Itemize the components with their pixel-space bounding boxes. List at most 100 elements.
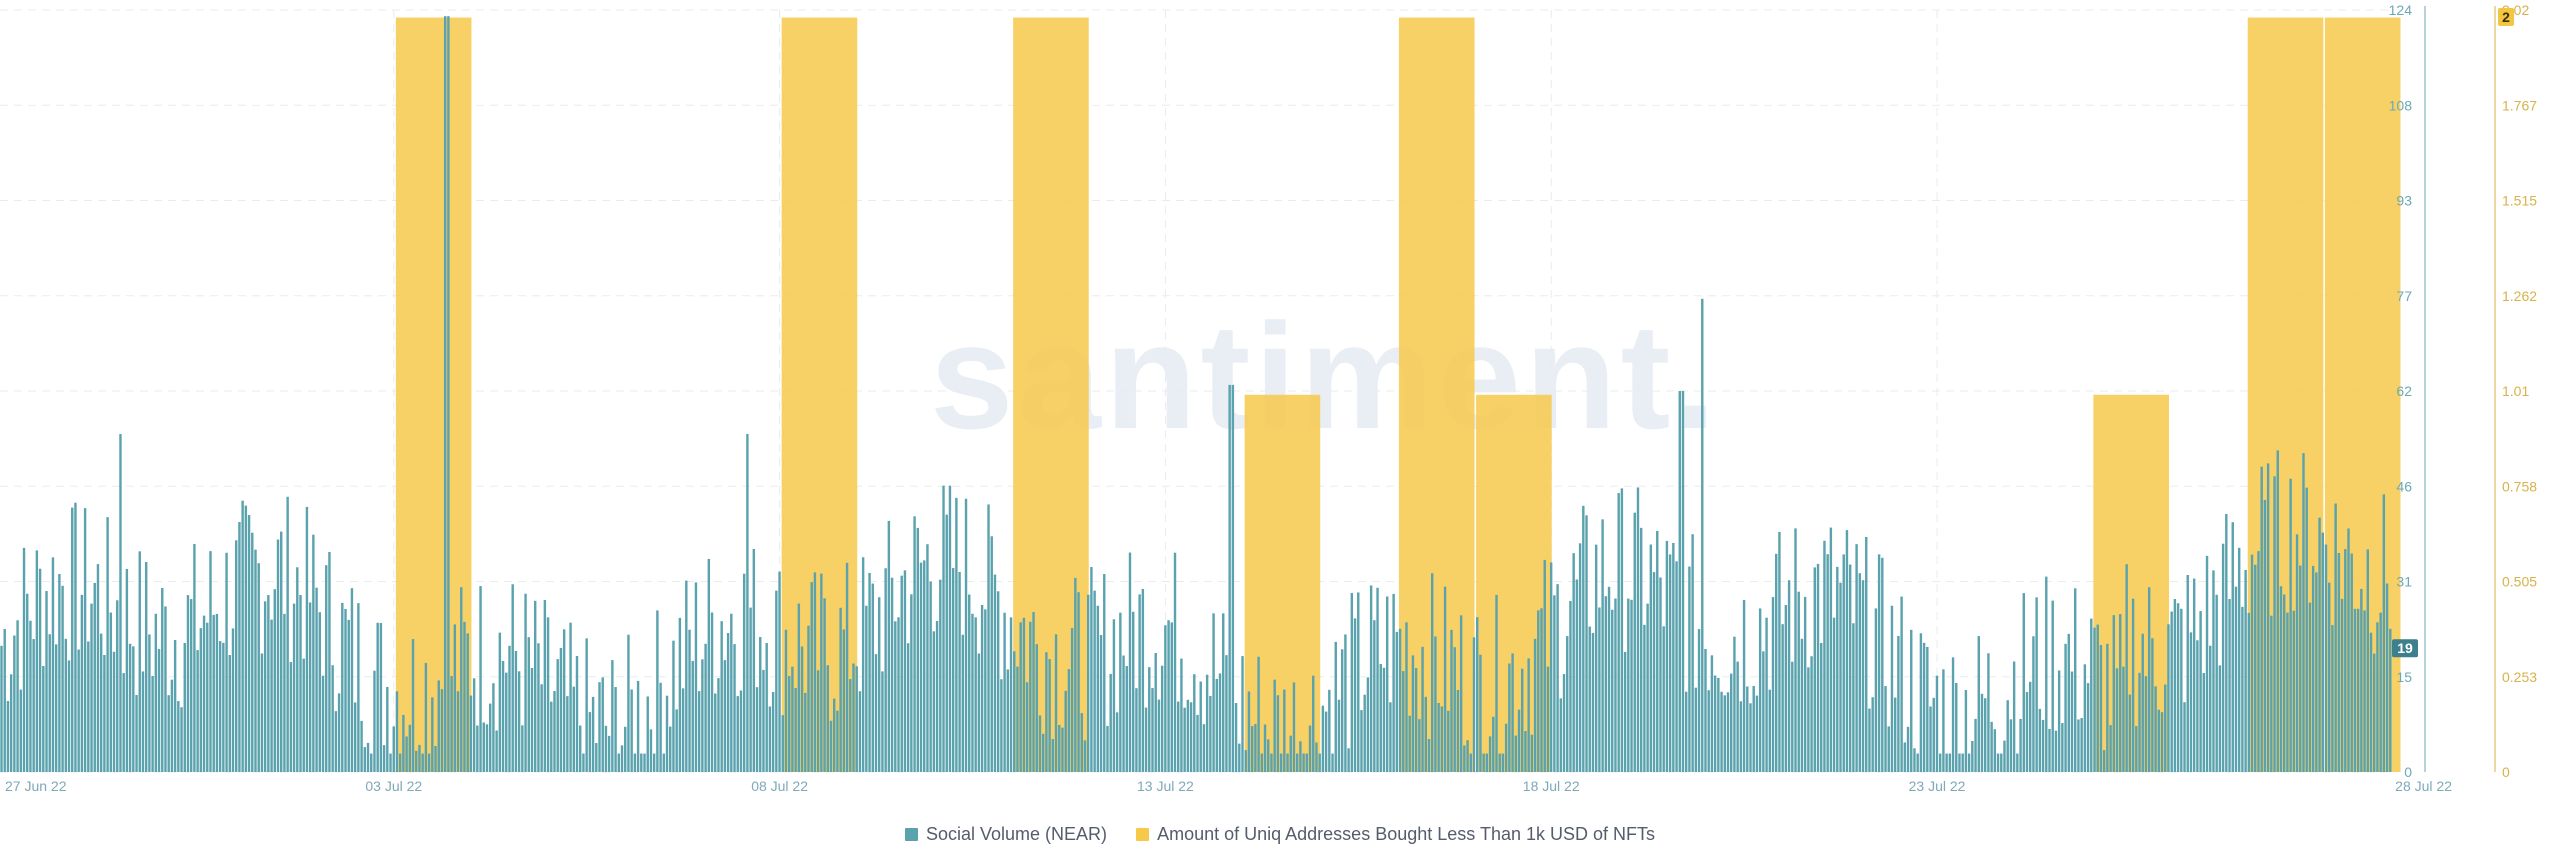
social-bar [173,640,177,772]
social-bar [2048,728,2051,772]
social-bar [1964,690,1968,772]
social-bar [443,16,447,773]
social-bar [2170,611,2173,772]
social-bar [1376,587,1379,772]
social-bar [247,515,251,772]
social-bar [2279,586,2283,772]
x-tick-label: 03 Jul 22 [365,778,422,794]
social-bar [42,665,45,772]
social-bar [1704,648,1707,772]
social-bar [659,682,662,772]
social-bar [585,638,588,772]
social-bar [1678,391,1681,772]
social-bar [1543,559,1546,772]
social-bar [2369,632,2373,772]
social-bar [861,557,865,772]
social-bar [598,682,601,772]
social-bar [1765,617,1768,772]
social-bar [2125,564,2128,772]
social-bar [906,643,910,772]
social-bar [1868,708,1871,772]
social-bar [1710,655,1714,772]
social-bar [1967,753,1971,772]
x-tick-label: 27 Jun 22 [5,778,67,794]
social-bar [2202,673,2206,772]
social-bar [550,701,553,772]
social-bar [768,706,772,772]
social-bar [96,564,100,772]
social-bar [1553,595,1556,772]
tick-label-right: 0.505 [2502,574,2537,590]
social-bar [144,561,148,772]
tick-label-left: 15 [2396,669,2412,685]
social-bar [1283,689,1286,772]
social-bar [1009,617,1013,772]
social-bar [1665,540,1669,772]
social-bar [1649,544,1653,772]
social-bar [2054,730,2058,772]
social-bar [1321,705,1325,772]
social-bar [2282,594,2286,772]
social-bar [604,725,608,772]
social-bar [2115,668,2119,772]
social-bar [813,572,817,772]
social-bar [138,551,141,772]
social-bar [2331,625,2334,772]
social-bar [537,643,540,772]
social-bar [540,684,543,772]
social-bar [1810,656,1813,772]
social-bar [1781,624,1784,772]
social-bar [1148,667,1151,772]
social-bar [2363,610,2366,772]
social-bar [2112,615,2116,772]
legend-swatch-nft-addresses [1136,828,1150,841]
legend-item-social-volume[interactable]: Social Volume (NEAR) [904,824,1107,845]
social-bar [218,641,222,772]
social-bar [1472,637,1476,772]
social-bar [2045,576,2048,772]
social-bar [1517,709,1521,772]
social-bar [2295,534,2299,772]
social-bar [871,583,874,772]
social-bar [1385,596,1389,772]
social-bar [2141,633,2144,772]
social-bar [2006,700,2009,772]
social-bar [1717,677,1720,772]
social-bar [1578,543,1582,772]
social-bar [415,750,418,772]
social-bar [1926,646,1929,772]
social-bar [1109,673,1112,772]
social-bar [720,621,723,772]
social-bar [1476,617,1479,772]
social-bar [302,658,305,772]
social-bar [1951,657,1955,772]
social-bar [132,646,135,772]
social-bar [2160,712,2164,772]
social-bar [1128,552,1132,772]
social-bar [1337,699,1341,772]
legend-swatch-social-volume [904,828,918,841]
social-bar [1697,629,1701,772]
social-bar [858,691,862,772]
social-bar [1842,554,1845,772]
social-bar [1077,592,1080,772]
social-bar [2209,645,2212,772]
social-bar [2254,564,2257,772]
social-bar [2173,599,2177,772]
legend-item-nft-addresses[interactable]: Amount of Uniq Addresses Bought Less Tha… [1136,824,1655,845]
social-bar [2327,582,2331,772]
social-bar [328,551,331,772]
social-bar [2237,547,2241,772]
social-bar [1527,658,1530,772]
social-bar [119,434,122,772]
social-bar [617,753,621,772]
social-bar [2244,569,2247,772]
social-bar [1144,707,1148,772]
social-bar [87,641,90,772]
social-bar [2299,565,2302,772]
social-bar [1228,384,1231,772]
social-bar [1340,649,1344,772]
social-bar [1893,697,1897,772]
social-bar [193,543,196,772]
